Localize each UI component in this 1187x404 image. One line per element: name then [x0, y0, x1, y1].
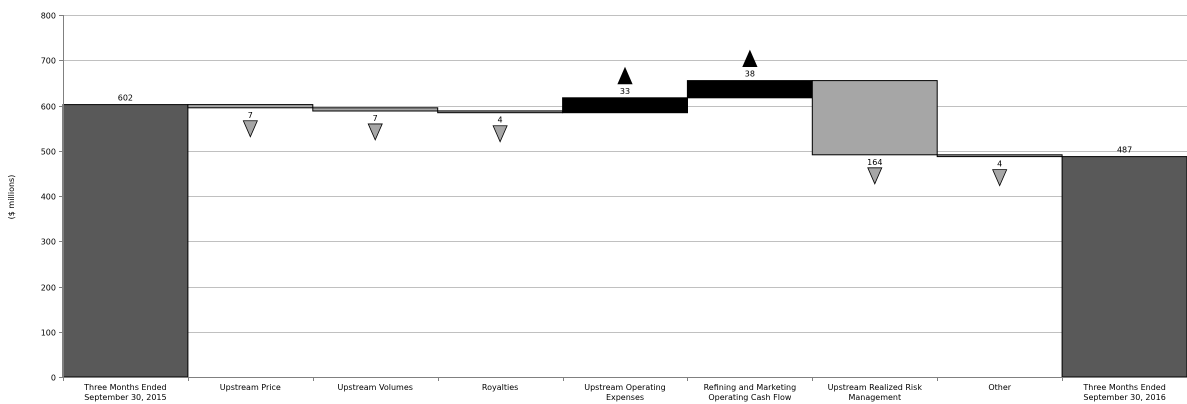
- y-axis-title: ($ millions): [7, 175, 16, 220]
- y-tick-label-100: 100: [41, 329, 56, 338]
- category-label-4-0: Upstream Operating: [584, 383, 666, 392]
- y-tick-label-600: 600: [41, 103, 56, 112]
- bar-6: [811, 80, 938, 156]
- y-tick-label-300: 300: [41, 238, 56, 247]
- bars: [62, 80, 1187, 378]
- axes: [59, 15, 1187, 381]
- data-label-6: 164: [867, 158, 882, 167]
- data-label-1: 7: [248, 111, 253, 120]
- bar-7: [936, 154, 1063, 158]
- data-label-4: 33: [620, 87, 630, 96]
- y-tick-label-700: 700: [41, 57, 56, 66]
- y-tick-label-400: 400: [41, 193, 56, 202]
- down-arrow-icon-6: [867, 167, 883, 185]
- bar-5: [686, 80, 813, 99]
- data-label-2: 7: [373, 114, 378, 123]
- bar-3: [437, 110, 564, 114]
- category-label-6-1: Management: [848, 393, 901, 402]
- labels: 0 100 200 300 400 500 600 700 800 602 Three Months…: [41, 12, 1166, 403]
- data-label-7: 4: [997, 160, 1002, 169]
- y-tick-label-500: 500: [41, 148, 56, 157]
- down-arrow-icon-1: [242, 120, 258, 138]
- y-tick-label-200: 200: [41, 284, 56, 293]
- down-arrow-icon-7: [992, 169, 1008, 187]
- category-label-2-0: Upstream Volumes: [337, 383, 412, 392]
- bar-4: [562, 97, 688, 114]
- y-tick-label-0: 0: [51, 374, 56, 383]
- bar-8: [1061, 156, 1187, 378]
- category-label-5-0: Refining and Marketing: [704, 383, 797, 392]
- category-label-1-0: Upstream Price: [220, 383, 281, 392]
- category-label-3-0: Royalties: [482, 383, 518, 392]
- category-label-4-1: Expenses: [606, 393, 644, 402]
- category-label-6-0: Upstream Realized Risk: [828, 383, 923, 392]
- category-label-0-0: Three Months Ended: [83, 383, 166, 392]
- data-label-5: 38: [745, 70, 755, 79]
- data-label-8: 487: [1117, 146, 1132, 155]
- data-label-3: 4: [498, 116, 503, 125]
- category-label-5-1: Operating Cash Flow: [708, 393, 792, 402]
- bar-0: [62, 104, 189, 378]
- category-label-8-0: Three Months Ended: [1082, 383, 1165, 392]
- category-label-7-0: Other: [988, 383, 1011, 392]
- up-arrow-icon-5: [742, 49, 758, 68]
- bar-1: [187, 104, 314, 109]
- down-arrow-icon-2: [367, 123, 383, 141]
- gridlines: [63, 15, 1187, 333]
- bar-2: [312, 107, 439, 112]
- up-arrow-icon-4: [617, 66, 633, 85]
- y-tick-label-800: 800: [41, 12, 56, 21]
- down-arrow-icon-3: [492, 125, 508, 143]
- category-label-0-1: September 30, 2015: [84, 393, 166, 402]
- category-label-8-1: September 30, 2016: [1083, 393, 1165, 402]
- data-label-0: 602: [118, 94, 133, 103]
